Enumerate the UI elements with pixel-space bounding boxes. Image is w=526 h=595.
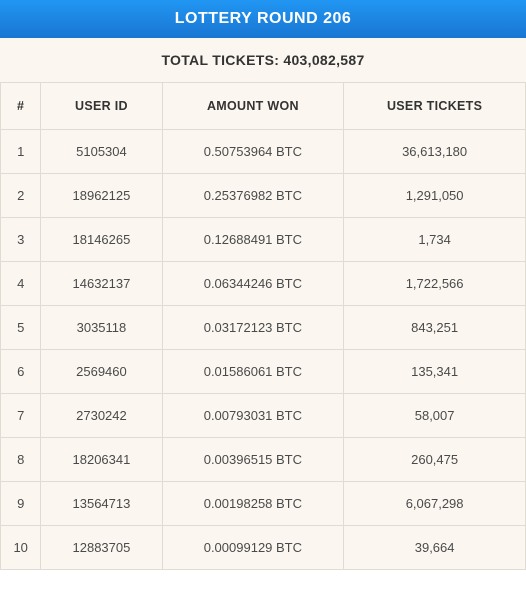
cell-userid: 18206341 <box>41 438 162 482</box>
cell-amount-won: 0.01586061 BTC <box>162 350 344 394</box>
cell-user-tickets: 1,734 <box>344 218 526 262</box>
total-tickets-summary: TOTAL TICKETS: 403,082,587 <box>0 38 526 82</box>
cell-userid: 2569460 <box>41 350 162 394</box>
cell-amount-won: 0.12688491 BTC <box>162 218 344 262</box>
table-row: 2189621250.25376982 BTC1,291,050 <box>1 174 526 218</box>
cell-rank: 7 <box>1 394 41 438</box>
cell-userid: 12883705 <box>41 526 162 570</box>
cell-userid: 18146265 <box>41 218 162 262</box>
table-row: 530351180.03172123 BTC843,251 <box>1 306 526 350</box>
cell-rank: 10 <box>1 526 41 570</box>
col-header-amount-won: AMOUNT WON <box>162 83 344 130</box>
cell-rank: 9 <box>1 482 41 526</box>
cell-user-tickets: 6,067,298 <box>344 482 526 526</box>
cell-user-tickets: 135,341 <box>344 350 526 394</box>
cell-user-tickets: 843,251 <box>344 306 526 350</box>
cell-amount-won: 0.03172123 BTC <box>162 306 344 350</box>
col-header-userid: USER ID <box>41 83 162 130</box>
cell-amount-won: 0.00099129 BTC <box>162 526 344 570</box>
cell-amount-won: 0.00198258 BTC <box>162 482 344 526</box>
cell-user-tickets: 58,007 <box>344 394 526 438</box>
cell-amount-won: 0.00396515 BTC <box>162 438 344 482</box>
cell-rank: 5 <box>1 306 41 350</box>
table-row: 625694600.01586061 BTC135,341 <box>1 350 526 394</box>
cell-amount-won: 0.25376982 BTC <box>162 174 344 218</box>
cell-userid: 5105304 <box>41 130 162 174</box>
table-row: 9135647130.00198258 BTC6,067,298 <box>1 482 526 526</box>
cell-rank: 2 <box>1 174 41 218</box>
results-table: # USER ID AMOUNT WON USER TICKETS 151053… <box>0 82 526 570</box>
cell-userid: 18962125 <box>41 174 162 218</box>
cell-rank: 6 <box>1 350 41 394</box>
cell-rank: 4 <box>1 262 41 306</box>
cell-user-tickets: 1,722,566 <box>344 262 526 306</box>
cell-user-tickets: 1,291,050 <box>344 174 526 218</box>
cell-rank: 3 <box>1 218 41 262</box>
cell-userid: 3035118 <box>41 306 162 350</box>
table-row: 4146321370.06344246 BTC1,722,566 <box>1 262 526 306</box>
lottery-round-header: LOTTERY ROUND 206 <box>0 0 526 38</box>
table-row: 151053040.50753964 BTC36,613,180 <box>1 130 526 174</box>
cell-userid: 14632137 <box>41 262 162 306</box>
table-row: 8182063410.00396515 BTC260,475 <box>1 438 526 482</box>
cell-user-tickets: 39,664 <box>344 526 526 570</box>
col-header-rank: # <box>1 83 41 130</box>
table-header-row: # USER ID AMOUNT WON USER TICKETS <box>1 83 526 130</box>
cell-user-tickets: 36,613,180 <box>344 130 526 174</box>
table-row: 727302420.00793031 BTC58,007 <box>1 394 526 438</box>
table-row: 10128837050.00099129 BTC39,664 <box>1 526 526 570</box>
cell-amount-won: 0.06344246 BTC <box>162 262 344 306</box>
cell-userid: 2730242 <box>41 394 162 438</box>
cell-user-tickets: 260,475 <box>344 438 526 482</box>
cell-userid: 13564713 <box>41 482 162 526</box>
col-header-user-tickets: USER TICKETS <box>344 83 526 130</box>
cell-amount-won: 0.00793031 BTC <box>162 394 344 438</box>
table-row: 3181462650.12688491 BTC1,734 <box>1 218 526 262</box>
cell-rank: 8 <box>1 438 41 482</box>
cell-rank: 1 <box>1 130 41 174</box>
table-body: 151053040.50753964 BTC36,613,18021896212… <box>1 130 526 570</box>
cell-amount-won: 0.50753964 BTC <box>162 130 344 174</box>
